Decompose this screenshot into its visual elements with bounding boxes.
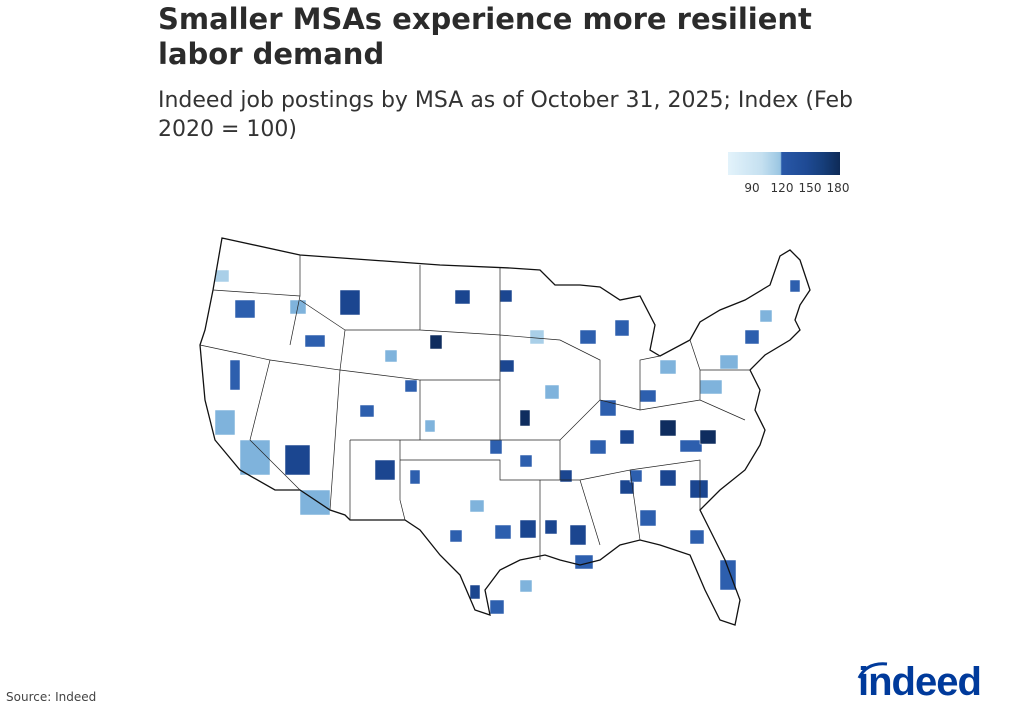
legend-tick: 90 <box>744 181 760 195</box>
msa-region <box>449 529 463 543</box>
msa-region <box>759 309 773 323</box>
msa-region <box>299 489 331 516</box>
msa-region <box>619 429 635 445</box>
msa-region <box>544 519 558 535</box>
msa-region <box>429 334 443 350</box>
indeed-logo-arc <box>857 662 888 679</box>
msa-region <box>214 409 236 436</box>
msa-region <box>579 329 597 345</box>
msa-region <box>469 499 485 513</box>
msa-region <box>629 469 643 483</box>
state-borders <box>199 255 750 560</box>
msa-region <box>659 419 677 437</box>
msa-region <box>374 459 396 481</box>
msa-region <box>304 334 326 348</box>
msa-region <box>499 289 513 303</box>
msa-region <box>699 429 717 445</box>
legend-tick: 120 <box>770 181 794 195</box>
chart-title: Smaller MSAs experience more resilient l… <box>158 2 812 71</box>
msa-region <box>519 409 531 427</box>
msa-region <box>689 479 709 499</box>
msa-region <box>404 379 418 393</box>
msa-region <box>519 579 533 593</box>
msa-region <box>519 454 533 468</box>
msa-region <box>619 479 635 495</box>
msa-region <box>339 289 361 316</box>
msa-regions <box>214 269 801 615</box>
msa-region <box>454 289 471 305</box>
msa-region <box>359 404 375 418</box>
msa-region <box>569 524 587 546</box>
msa-region <box>789 279 801 293</box>
msa-region <box>214 269 230 283</box>
msa-region <box>424 419 436 433</box>
msa-region <box>589 439 607 455</box>
msa-region <box>544 384 560 400</box>
indeed-logo: indeed <box>858 660 982 704</box>
color-legend: 90 120 150 180 <box>728 152 849 195</box>
msa-region <box>489 599 505 615</box>
msa-region <box>234 299 256 319</box>
msa-region <box>384 349 398 363</box>
msa-region <box>719 354 739 370</box>
msa-region <box>519 519 537 539</box>
legend-tick: 180 <box>826 181 850 195</box>
msa-region <box>744 329 760 345</box>
legend-gradient-bar <box>728 152 840 175</box>
msa-region <box>699 379 723 395</box>
msa-region <box>469 584 481 600</box>
msa-region <box>719 559 737 591</box>
msa-region <box>599 399 617 417</box>
msa-region <box>659 469 677 487</box>
msa-region <box>284 444 311 476</box>
legend-tick: 150 <box>798 181 822 195</box>
us-outline <box>199 237 811 626</box>
msa-region <box>499 359 515 373</box>
msa-region <box>679 439 703 453</box>
chart-subtitle: Indeed job postings by MSA as of October… <box>158 88 853 142</box>
msa-region <box>639 389 657 403</box>
msa-region <box>489 439 503 455</box>
msa-region <box>409 469 421 485</box>
msa-region <box>529 329 545 345</box>
msa-region <box>614 319 630 337</box>
source-note: Source: Indeed <box>6 690 97 704</box>
msa-region <box>689 529 705 545</box>
msa-region <box>659 359 677 375</box>
msa-region <box>639 509 657 527</box>
msa-region <box>494 524 512 540</box>
msa-region <box>239 439 271 476</box>
msa-region <box>229 359 241 391</box>
